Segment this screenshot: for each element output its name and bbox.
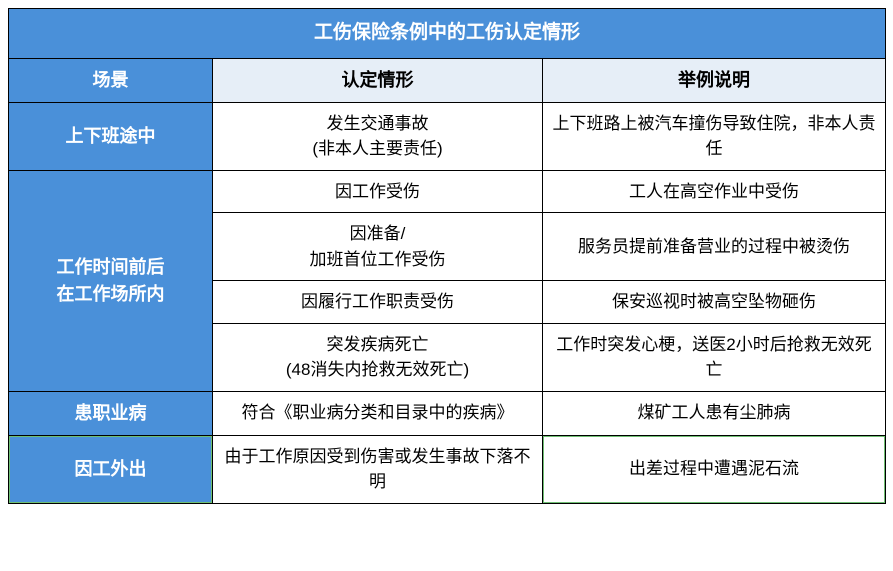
table-title: 工伤保险条例中的工伤认定情形 bbox=[9, 9, 886, 59]
example-cell: 出差过程中遭遇泥石流 bbox=[543, 435, 886, 503]
header-situation: 认定情形 bbox=[213, 58, 543, 102]
table-row: 上下班途中 发生交通事故(非本人主要责任) 上下班路上被汽车撞伤导致住院，非本人… bbox=[9, 102, 886, 170]
header-scene: 场景 bbox=[9, 58, 213, 102]
table-row: 工作时间前后在工作场所内 因工作受伤 工人在高空作业中受伤 bbox=[9, 170, 886, 213]
example-cell: 煤矿工人患有尘肺病 bbox=[543, 391, 886, 435]
example-cell: 上下班路上被汽车撞伤导致住院，非本人责任 bbox=[543, 102, 886, 170]
example-cell: 服务员提前准备营业的过程中被烫伤 bbox=[543, 213, 886, 281]
scene-cell: 因工外出 bbox=[9, 435, 213, 503]
situation-cell: 因履行工作职责受伤 bbox=[213, 281, 543, 324]
table-row: 患职业病 符合《职业病分类和目录中的疾病》 煤矿工人患有尘肺病 bbox=[9, 391, 886, 435]
example-cell: 工人在高空作业中受伤 bbox=[543, 170, 886, 213]
situation-cell: 因准备/加班首位工作受伤 bbox=[213, 213, 543, 281]
scene-cell: 上下班途中 bbox=[9, 102, 213, 170]
header-example: 举例说明 bbox=[543, 58, 886, 102]
table-header-row: 场景 认定情形 举例说明 bbox=[9, 58, 886, 102]
situation-cell: 由于工作原因受到伤害或发生事故下落不明 bbox=[213, 435, 543, 503]
example-cell: 工作时突发心梗，送医2小时后抢救无效死亡 bbox=[543, 323, 886, 391]
scene-cell: 工作时间前后在工作场所内 bbox=[9, 170, 213, 391]
example-cell: 保安巡视时被高空坠物砸伤 bbox=[543, 281, 886, 324]
situation-cell: 符合《职业病分类和目录中的疾病》 bbox=[213, 391, 543, 435]
scene-cell: 患职业病 bbox=[9, 391, 213, 435]
situation-cell: 发生交通事故(非本人主要责任) bbox=[213, 102, 543, 170]
table-title-row: 工伤保险条例中的工伤认定情形 bbox=[9, 9, 886, 59]
work-injury-table: 工伤保险条例中的工伤认定情形 场景 认定情形 举例说明 上下班途中 发生交通事故… bbox=[8, 8, 886, 504]
situation-cell: 因工作受伤 bbox=[213, 170, 543, 213]
table-row: 因工外出 由于工作原因受到伤害或发生事故下落不明 出差过程中遭遇泥石流 bbox=[9, 435, 886, 503]
situation-cell: 突发疾病死亡(48消失内抢救无效死亡) bbox=[213, 323, 543, 391]
